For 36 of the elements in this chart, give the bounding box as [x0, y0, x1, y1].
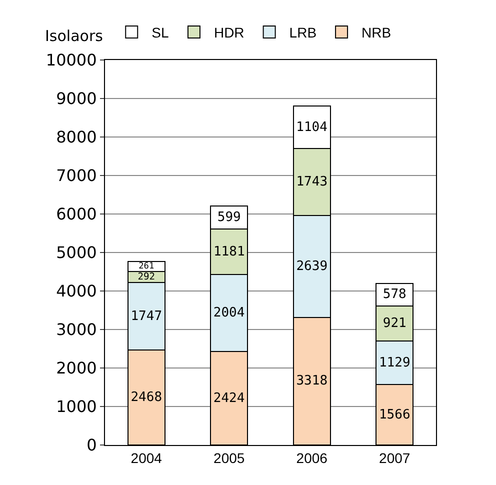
y-axis-title: Isolaors — [45, 27, 104, 45]
data-label: 1129 — [378, 355, 410, 370]
data-label: 2468 — [130, 390, 162, 405]
legend-label: LRB — [289, 24, 317, 41]
data-label: 1747 — [130, 308, 162, 324]
y-tick-label: 0 — [86, 436, 97, 455]
data-label: 2004 — [213, 306, 245, 321]
data-label: 1104 — [296, 120, 328, 135]
legend-label: HDR — [214, 24, 244, 41]
data-label: 599 — [217, 210, 241, 226]
y-tick-label: 5000 — [56, 243, 97, 262]
y-tick-label: 10000 — [46, 50, 97, 70]
data-label: 2424 — [213, 390, 245, 406]
x-tick-label: 2006 — [296, 450, 328, 466]
data-label: 1566 — [378, 407, 410, 422]
y-tick-label: 4000 — [56, 282, 97, 301]
data-label: 921 — [382, 316, 406, 332]
x-tick-label: 2004 — [130, 450, 162, 466]
data-label: 578 — [382, 287, 406, 302]
y-tick-label: 7000 — [56, 166, 97, 186]
data-label: 1181 — [213, 244, 245, 260]
legend-label: SL — [152, 24, 169, 41]
data-label: 292 — [138, 272, 155, 283]
y-tick-label: 6000 — [56, 204, 97, 224]
data-label: 2639 — [296, 258, 328, 274]
legend-label: NRB — [362, 24, 392, 41]
data-label: 1743 — [296, 174, 328, 190]
data-label: 3318 — [296, 374, 328, 389]
x-tick-label: 2007 — [379, 450, 410, 466]
y-tick-label: 9000 — [56, 89, 97, 108]
data-label: 261 — [138, 261, 154, 272]
x-tick-label: 2005 — [214, 450, 245, 466]
y-tick-label: 2000 — [56, 358, 97, 378]
y-tick-label: 1000 — [56, 397, 97, 416]
y-tick-label: 3000 — [56, 320, 97, 340]
y-tick-label: 8000 — [56, 128, 97, 147]
